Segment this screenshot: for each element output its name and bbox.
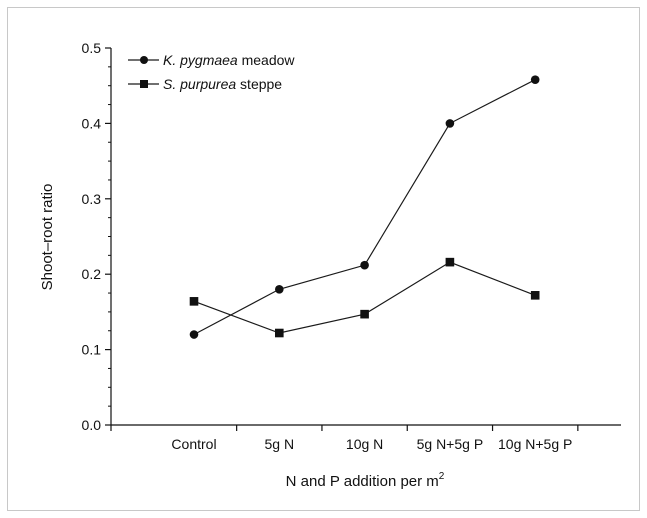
series-layer (189, 75, 540, 339)
x-tick-label: 10g N+5g P (498, 436, 572, 452)
y-tick-label: 0.5 (82, 40, 102, 56)
x-axis-title: N and P addition per m2 (286, 471, 445, 490)
series-line-k-pygmaea (193, 79, 536, 336)
data-point-k-pygmaea (530, 75, 540, 84)
y-tick-label: 0.3 (82, 191, 102, 207)
data-point-k-pygmaea (360, 260, 369, 270)
data-point-s-purpurea (360, 309, 369, 319)
legend: K. pygmaea meadow S. purpurea steppe (128, 52, 295, 92)
legend-label-s-purpurea: S. purpurea steppe (163, 76, 282, 92)
data-point-s-purpurea (189, 297, 199, 306)
x-axis-title-text: N and P addition per m (286, 473, 439, 490)
legend-marker-circle (140, 56, 148, 64)
y-ticks: 0.0 0.1 0.2 0.3 0.4 0.5 (82, 40, 111, 433)
legend-marker-square (140, 80, 148, 88)
y-tick-label: 0.1 (82, 342, 102, 358)
legend-label-k-pygmaea: K. pygmaea meadow (163, 52, 295, 68)
x-tick-label: 5g N+5g P (417, 436, 484, 452)
legend-item-k-pygmaea: K. pygmaea meadow (128, 52, 295, 68)
chart-frame (7, 7, 640, 511)
legend-label-s-purpurea-habitat: steppe (236, 76, 282, 92)
axes (110, 48, 621, 426)
y-tick-label: 0.4 (82, 115, 102, 131)
legend-label-k-pygmaea-habitat: meadow (238, 52, 296, 68)
x-tick-label: Control (171, 436, 216, 452)
x-tick-label: 10g N (346, 436, 383, 452)
data-point-s-purpurea (275, 328, 284, 338)
legend-label-s-purpurea-species: S. purpurea (163, 76, 236, 92)
x-axis-title-superscript: 2 (439, 471, 445, 482)
x-tick-label: 5g N (265, 436, 295, 452)
legend-item-s-purpurea: S. purpurea steppe (128, 76, 282, 92)
y-tick-label: 0.2 (82, 266, 102, 282)
y-tick-label: 0.0 (82, 417, 102, 433)
data-point-k-pygmaea (445, 119, 455, 128)
y-axis-title: Shoot–root ratio (39, 184, 56, 291)
data-point-k-pygmaea (275, 284, 284, 294)
x-ticks: Control 5g N 10g N 5g N+5g P 10g N+5g P (110, 425, 579, 452)
data-point-s-purpurea (530, 291, 540, 300)
legend-label-k-pygmaea-species: K. pygmaea (163, 52, 238, 68)
data-point-k-pygmaea (189, 330, 199, 339)
data-point-s-purpurea (445, 257, 455, 267)
series-line-s-purpurea (193, 261, 536, 334)
